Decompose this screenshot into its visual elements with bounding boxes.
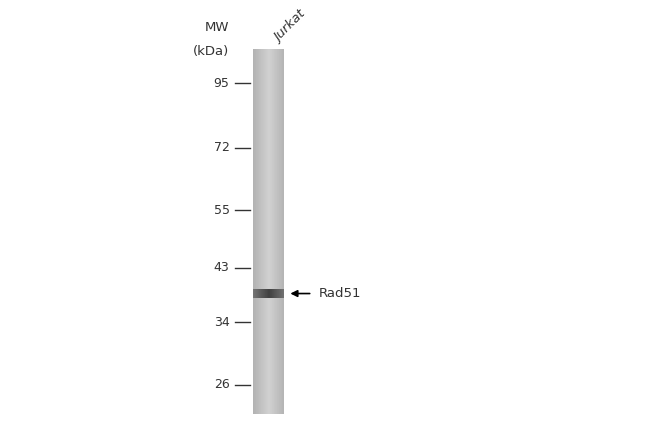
Text: 72: 72 [214,141,229,154]
Text: 95: 95 [214,77,229,89]
Text: 34: 34 [214,316,229,329]
Text: 55: 55 [214,204,229,217]
Text: 43: 43 [214,261,229,274]
Text: Jurkat: Jurkat [272,8,309,45]
Text: MW: MW [205,21,229,34]
Text: Rad51: Rad51 [318,287,361,300]
Text: (kDa): (kDa) [193,45,229,58]
Text: 26: 26 [214,379,229,392]
